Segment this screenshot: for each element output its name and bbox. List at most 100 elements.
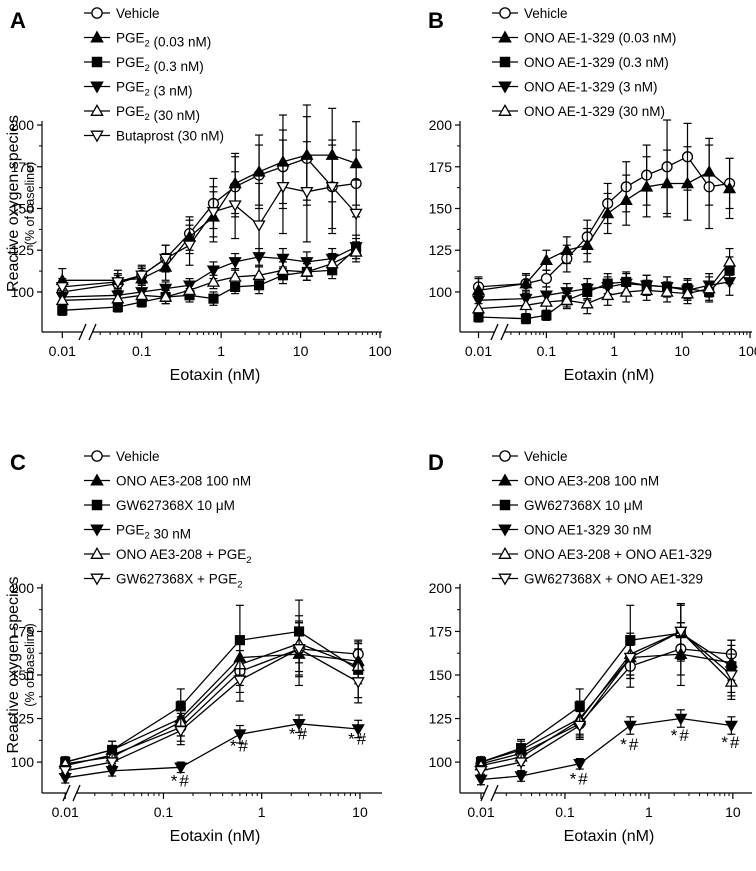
data-point [514, 757, 528, 769]
legend-label: GW627368X 10 μM [524, 498, 643, 513]
y-tick-label: 100 [429, 284, 453, 300]
legend-marker [90, 130, 104, 143]
series-line [478, 171, 731, 291]
legend-marker [91, 450, 103, 462]
legend-entry: PGE2 (3 nM) [84, 80, 193, 99]
series-6 [58, 620, 365, 778]
y-tick-label: 150 [429, 667, 453, 683]
series-line [480, 630, 732, 772]
data-point [674, 626, 688, 639]
legend-label: PGE2 (0.3 nM) [116, 55, 204, 74]
legend-marker [90, 30, 104, 43]
x-axis-title: Eotaxin (nM) [170, 367, 261, 384]
data-point [724, 670, 738, 682]
data-point [601, 206, 615, 219]
legend-entry: GW627368X + ONO AE1-329 [492, 572, 703, 587]
data-point [560, 293, 574, 306]
series-line [480, 648, 732, 765]
x-axis-title: Eotaxin (nM) [170, 828, 261, 845]
data-point [573, 720, 587, 733]
series-line [480, 632, 732, 763]
data-point [228, 200, 242, 212]
x-axis-title: Eotaxin (nM) [564, 828, 655, 845]
x-tick-label: 0.01 [52, 804, 79, 820]
legend-label: PGE2 (0.03 nM) [116, 31, 211, 50]
legend-label: Vehicle [116, 6, 160, 21]
legend-entry: ONO AE3-208 + ONO AE1-329 [492, 547, 712, 562]
y-tick-label: 100 [429, 754, 453, 770]
data-point [471, 301, 486, 314]
x-tick-label: 1 [645, 804, 653, 820]
data-point [111, 277, 125, 289]
data-point [722, 181, 737, 194]
x-tick-label: 1 [610, 343, 618, 359]
data-point [674, 713, 688, 726]
y-tick-label: 175 [429, 159, 453, 175]
data-point [541, 310, 552, 321]
legend-label: Butaprost (30 nM) [116, 129, 224, 144]
legend-entry: PGE2 30 nM [84, 523, 191, 542]
panel-label: C [10, 450, 26, 475]
legend-entry: Vehicle [492, 449, 568, 464]
legend-entry: ONO AE-1-329 (30 nM) [492, 104, 665, 119]
data-point [540, 273, 552, 285]
data-point [722, 255, 737, 267]
legend-label: Vehicle [116, 449, 160, 464]
series-3 [57, 237, 362, 316]
data-point [573, 759, 587, 771]
legend-entry: PGE2 (30 nM) [84, 104, 200, 123]
y-tick-label: 200 [429, 580, 453, 596]
data-point [55, 282, 69, 294]
legend-label: Vehicle [524, 6, 568, 21]
data-point [58, 765, 72, 778]
data-point [580, 283, 594, 296]
series-5 [471, 247, 737, 318]
legend-marker [91, 56, 103, 68]
legend-entry: ONO AE3-208 + PGE2 [84, 547, 251, 566]
legend-label: GW627368X + ONO AE1-329 [524, 572, 703, 587]
data-point [252, 164, 266, 177]
data-point [174, 762, 188, 775]
data-point [228, 270, 242, 282]
data-point [55, 293, 69, 306]
data-point [206, 207, 221, 219]
data-point [520, 313, 532, 324]
data-point [680, 176, 695, 189]
x-tick-label: 10 [293, 343, 309, 359]
legend-marker [499, 450, 511, 462]
y-tick-label: 200 [11, 117, 35, 133]
panel-label: A [10, 8, 26, 33]
data-point [623, 652, 637, 665]
chart-panel-b: B 100 125 150 175 200 0.01 0.1 1 10 100 Eotaxin (nM… [428, 6, 756, 384]
data-point [514, 771, 528, 783]
data-point [300, 186, 314, 199]
series-line [62, 246, 357, 298]
x-tick-label: 10 [352, 804, 368, 820]
y-tick-label: 125 [11, 242, 35, 258]
axis-break-mark [500, 323, 509, 341]
series-line [480, 630, 732, 767]
y-tick-label: 175 [11, 159, 35, 175]
axis-break-mark [72, 784, 81, 802]
legend-marker [498, 473, 512, 486]
y-tick-label: 100 [11, 284, 35, 300]
data-point [300, 257, 314, 269]
significance-annotation: *# [570, 770, 590, 789]
legend-entry: GW627368X 10 μM [492, 498, 643, 513]
significance-annotation: *# [671, 726, 691, 745]
axis-break-mark [490, 323, 499, 341]
data-point [722, 277, 737, 289]
series-4 [474, 709, 738, 787]
axis-break-mark [62, 784, 71, 802]
legend-label: ONO AE-1-329 (0.3 nM) [524, 55, 669, 70]
data-point [252, 268, 266, 281]
data-point [351, 724, 365, 736]
legend-marker [498, 104, 512, 116]
legend-marker [90, 573, 104, 586]
data-point [680, 286, 695, 299]
legend-entry: Vehicle [84, 449, 160, 464]
y-tick-label: 150 [11, 667, 35, 683]
x-tick-label: 100 [368, 343, 392, 359]
data-point [640, 283, 654, 296]
